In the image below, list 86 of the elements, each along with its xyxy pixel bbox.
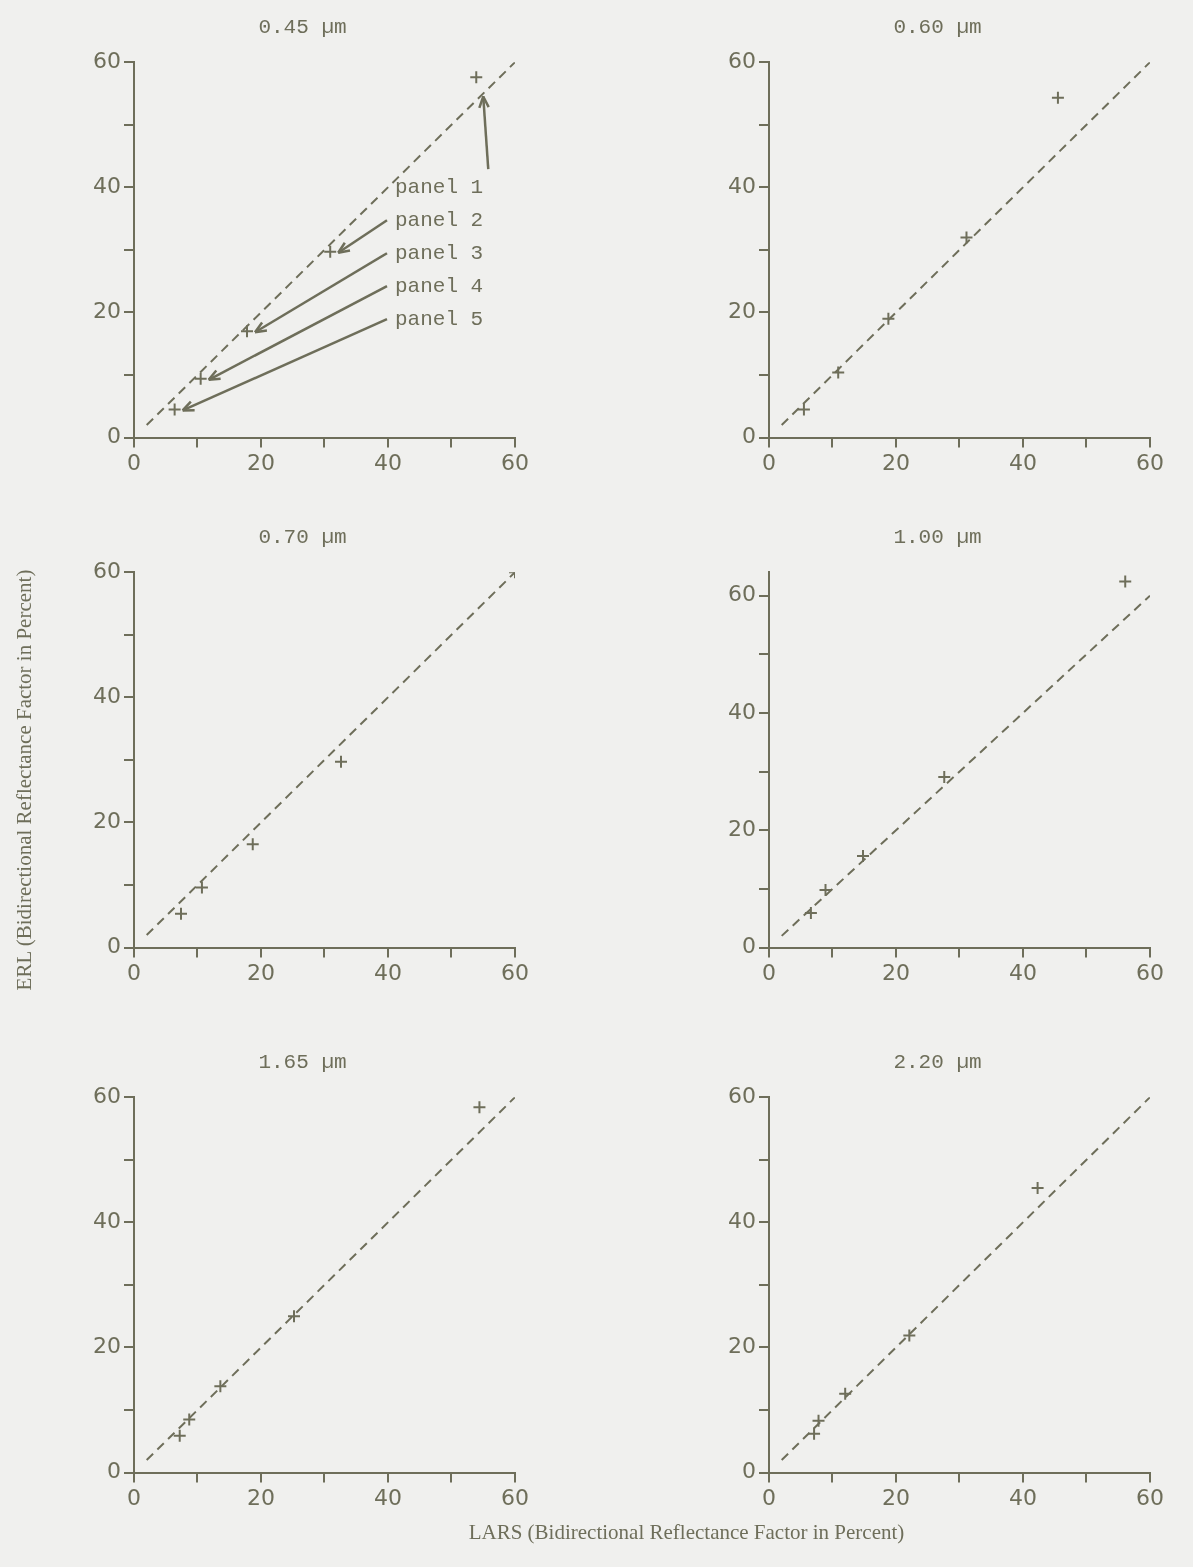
point xyxy=(1118,574,1133,589)
y-tick-label: 60 xyxy=(92,557,121,583)
y-tick-label: 20 xyxy=(92,1333,121,1359)
x-tick-label: 40 xyxy=(374,959,402,985)
annotation: panel 3 xyxy=(395,241,484,265)
x-tick-label: 0 xyxy=(126,1484,141,1510)
y-tick-label: 0 xyxy=(106,933,121,959)
chart-title: 0.60 µm xyxy=(893,16,982,40)
x-tick-label: 20 xyxy=(882,959,910,985)
annotation: panel 1 xyxy=(395,175,484,199)
point xyxy=(811,1413,826,1428)
point xyxy=(959,230,974,245)
y-tick-label: 20 xyxy=(92,808,121,834)
point xyxy=(472,1100,487,1115)
point xyxy=(323,244,338,259)
point xyxy=(831,365,846,380)
x-tick-label: 60 xyxy=(1136,959,1164,985)
x-axis-title: LARS (Bidirectional Reflectance Factor in Percent) xyxy=(467,1520,906,1545)
y-tick-label: 20 xyxy=(727,816,756,842)
point xyxy=(193,371,208,386)
x-tick-label: 40 xyxy=(1009,449,1037,475)
y-tick-label: 20 xyxy=(92,298,121,324)
y-tick-label: 0 xyxy=(741,933,756,959)
point xyxy=(803,905,818,920)
point xyxy=(172,1428,187,1443)
y-tick-label: 40 xyxy=(92,1208,121,1234)
x-tick-label: 0 xyxy=(126,959,141,985)
x-tick-label: 0 xyxy=(761,1484,776,1510)
y-tick-label: 40 xyxy=(727,173,756,199)
x-tick-label: 40 xyxy=(1009,1484,1037,1510)
point xyxy=(807,1426,822,1441)
y-tick-label: 0 xyxy=(741,423,756,449)
x-tick-label: 60 xyxy=(501,959,529,985)
annotation: panel 4 xyxy=(395,274,484,298)
y-tick-label: 40 xyxy=(727,1208,756,1234)
x-tick-label: 0 xyxy=(761,959,776,985)
y-tick-label: 0 xyxy=(106,423,121,449)
annotation: panel 5 xyxy=(395,307,484,331)
point xyxy=(855,849,870,864)
y-axis-title: ERL (Bidirectional Reflectance Factor in Percent) xyxy=(12,569,37,991)
y-tick-label: 60 xyxy=(92,1082,121,1108)
x-tick-label: 20 xyxy=(247,959,275,985)
y-tick-label: 60 xyxy=(727,1082,756,1108)
point xyxy=(182,1412,197,1427)
chart-title: 2.20 µm xyxy=(893,1051,982,1075)
point xyxy=(287,1309,302,1324)
point xyxy=(1030,1180,1045,1195)
y-tick-label: 20 xyxy=(727,298,756,324)
x-tick-label: 0 xyxy=(761,449,776,475)
point xyxy=(240,324,255,339)
y-tick-label: 60 xyxy=(727,47,756,73)
point xyxy=(469,70,484,85)
x-tick-label: 40 xyxy=(1009,959,1037,985)
point xyxy=(213,1379,228,1394)
chart-title: 0.45 µm xyxy=(258,16,347,40)
x-tick-label: 0 xyxy=(126,449,141,475)
x-tick-label: 60 xyxy=(1136,449,1164,475)
x-tick-label: 20 xyxy=(882,449,910,475)
x-tick-label: 60 xyxy=(501,449,529,475)
point xyxy=(881,311,896,326)
point xyxy=(818,883,833,898)
point xyxy=(1050,90,1065,105)
x-tick-label: 20 xyxy=(882,1484,910,1510)
y-tick-label: 40 xyxy=(92,683,121,709)
chart-title: 1.65 µm xyxy=(258,1051,347,1075)
y-tick-label: 60 xyxy=(727,581,756,607)
point xyxy=(902,1328,917,1343)
x-tick-label: 40 xyxy=(374,1484,402,1510)
point xyxy=(937,769,952,784)
x-tick-label: 40 xyxy=(374,449,402,475)
chart-title: 0.70 µm xyxy=(258,526,347,550)
point xyxy=(796,402,811,417)
y-tick-label: 0 xyxy=(106,1458,121,1484)
y-tick-label: 20 xyxy=(727,1333,756,1359)
point xyxy=(167,402,182,417)
chart-title: 1.00 µm xyxy=(893,526,982,550)
y-tick-label: 60 xyxy=(92,47,121,73)
point xyxy=(838,1386,853,1401)
x-tick-label: 60 xyxy=(501,1484,529,1510)
y-tick-label: 40 xyxy=(92,173,121,199)
x-tick-label: 20 xyxy=(247,449,275,475)
annotation: panel 2 xyxy=(395,208,484,232)
x-tick-label: 60 xyxy=(1136,1484,1164,1510)
x-tick-label: 20 xyxy=(247,1484,275,1510)
y-tick-label: 0 xyxy=(741,1458,756,1484)
y-tick-label: 40 xyxy=(727,698,756,724)
